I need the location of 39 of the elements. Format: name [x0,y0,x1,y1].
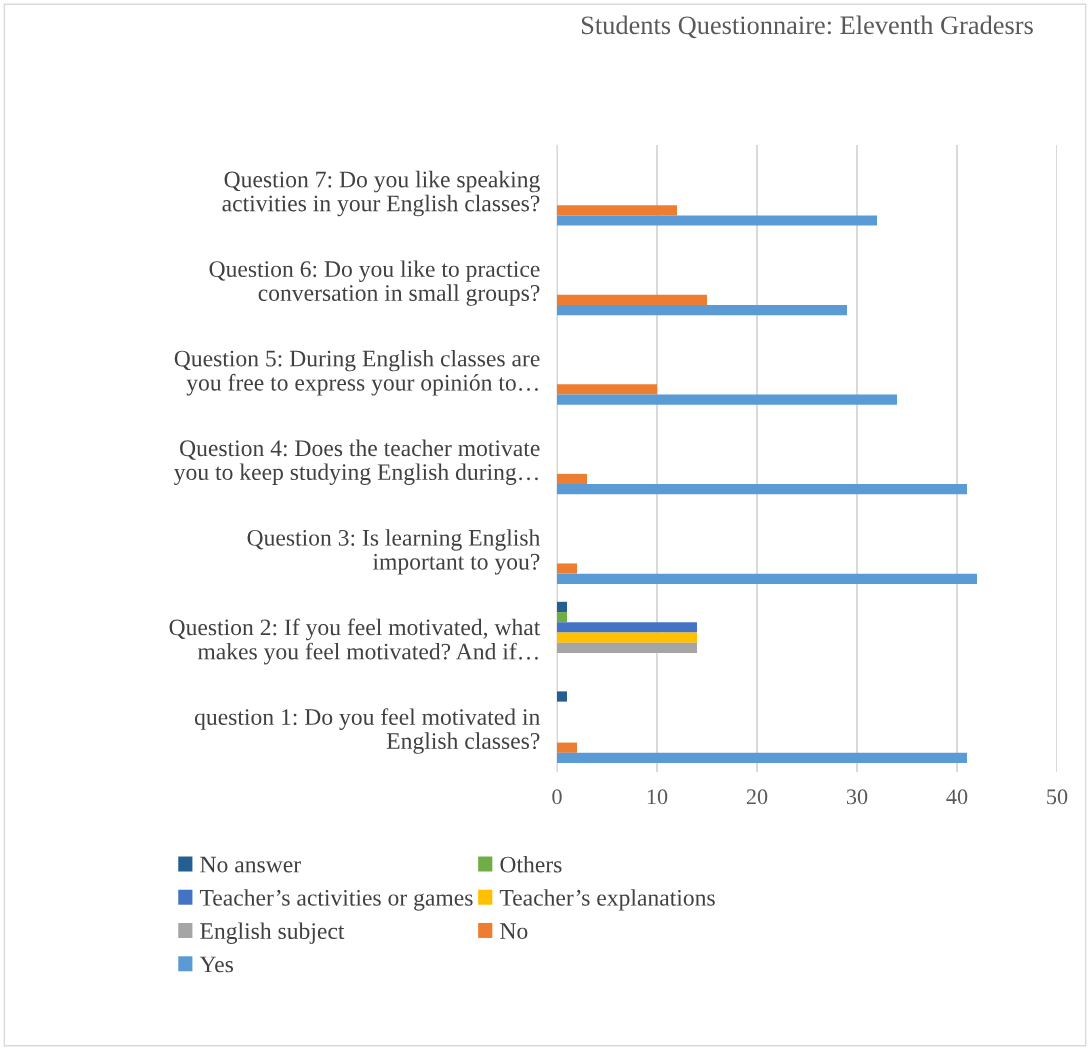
x-tick-label: 50 [1047,789,1068,805]
bar [557,742,577,753]
y-tick-label: Question 2: If you feel motivated, what makes you feel motivated? And if… [169,618,541,665]
x-tick-label: 40 [946,789,968,805]
bar [557,601,567,613]
bar [557,573,977,584]
legend-label: Teacher’s explanations [499,889,715,911]
bar [557,622,697,633]
x-tick-label: 30 [846,789,868,805]
bar [557,473,587,485]
legend-label: Yes [199,956,233,973]
bar [557,215,877,226]
bar [557,632,697,643]
legend-label: Others [500,855,562,873]
bar [557,394,897,405]
y-tick-label: Question 3: Is learning English important to you? [247,529,541,575]
y-tick-label: Question 7: Do you like speaking activities in your English classes? [222,170,540,217]
bar [557,752,967,764]
legend-label: No [500,923,528,939]
bar [557,691,567,702]
bar [557,304,847,316]
bar [557,563,577,574]
legend-label: No answer [200,856,301,873]
y-tick-label: Question 4: Does the teacher motivate you to keep studying English during… [174,439,540,485]
legend-label: Teacher’s activities or games [199,889,473,911]
y-tick-label: question 1: Do you feel motivated in English classes? [194,708,540,754]
x-tick-label: 20 [746,789,768,805]
bar [557,294,707,305]
bar [557,642,697,653]
bar [557,384,657,395]
x-tick-label: 0 [552,789,562,805]
legend-label: English subject [200,922,345,944]
bar [557,612,567,623]
x-tick-label: 10 [647,789,668,805]
y-tick-label: Question 6: Do you like to practice conversation in small groups? [209,260,540,306]
bar [557,205,677,216]
y-tick-label: Question 5: During English classes are you free to express your opinión to… [174,349,540,396]
chart-title: Students Questionnaire: Eleventh Gradesrs [581,15,1033,39]
bar [557,484,967,495]
